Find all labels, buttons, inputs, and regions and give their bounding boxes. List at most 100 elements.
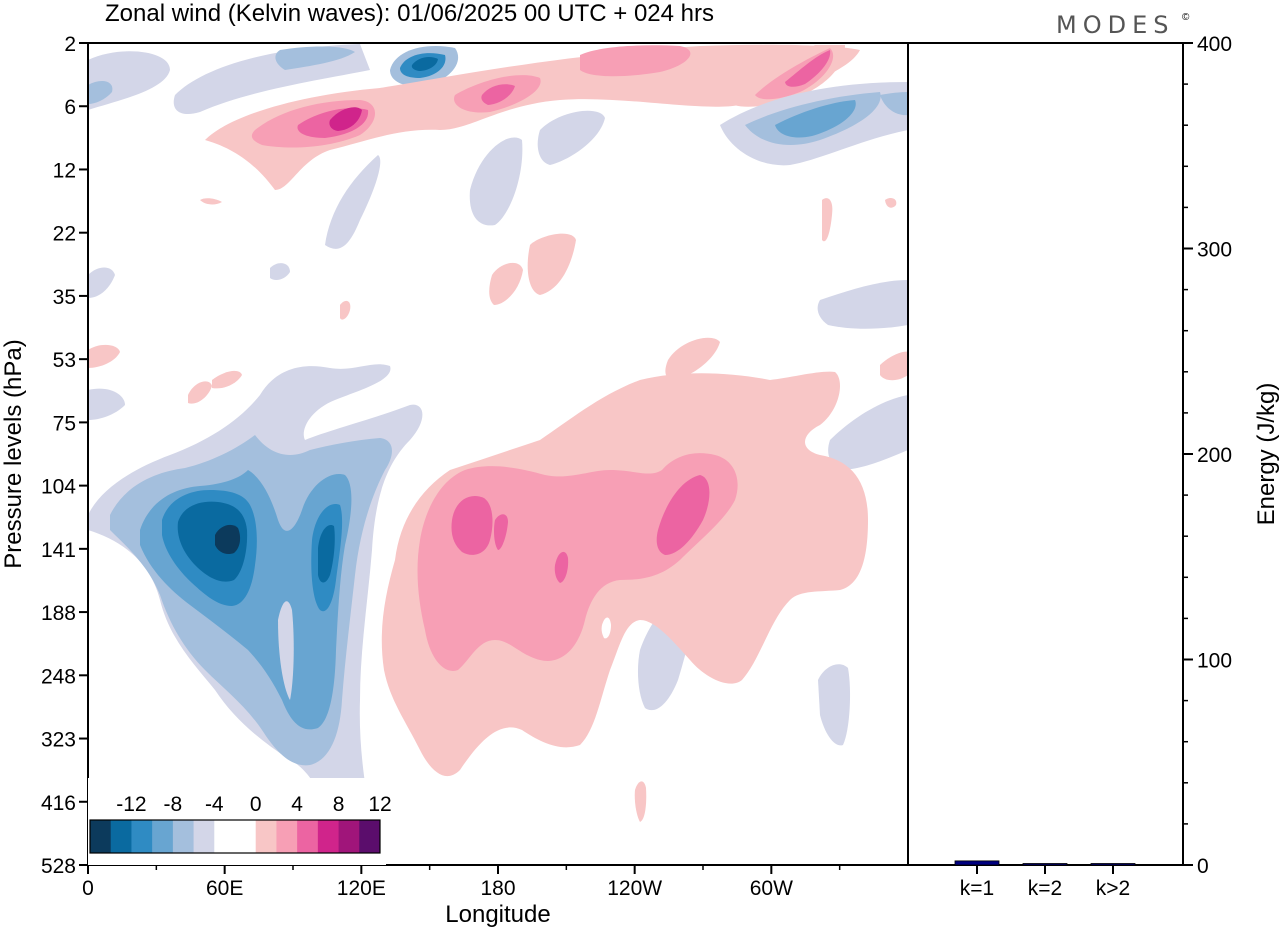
colorbar-label: -12 [116, 793, 146, 816]
bar-category-label: k=2 [1028, 877, 1062, 900]
energy-bar [1090, 863, 1136, 866]
bar-category-label: k>2 [1096, 877, 1130, 900]
logo-text: MODES [1056, 11, 1174, 39]
y-tick-label: 416 [41, 792, 76, 815]
energy-axis-label: Energy (J/kg) [1253, 383, 1280, 526]
energy-tick-label: 100 [1197, 650, 1232, 673]
upper-level-anomalies [88, 44, 908, 249]
neg-lower-blob2 [818, 664, 851, 746]
colorbar-swatch [172, 820, 195, 853]
x-tick-label: 60W [750, 877, 793, 900]
neg-level-6 [215, 524, 241, 555]
pos-level-3c [554, 551, 569, 583]
mid-positive-3 [822, 198, 833, 242]
colorbar-swatch [110, 820, 132, 853]
positive-region [200, 197, 897, 865]
colorbar-swatch [338, 820, 360, 853]
mid-negative-3 [270, 263, 290, 280]
longitude-axis: 0 60E 120E 180 120W 60W [82, 865, 841, 900]
colorbar-swatch [359, 820, 381, 853]
energy-bar [954, 860, 1000, 866]
upper-positive-core-inner [329, 107, 362, 131]
colorbar: -12 -8 -4 0 4 8 12 [88, 778, 392, 865]
mid-positive-2 [489, 262, 523, 305]
mid-positive-4 [665, 337, 720, 380]
energy-axis: 0 100 200 300 400 [1183, 33, 1232, 878]
x-tick-label: 0 [82, 877, 94, 900]
y-tick-label: 75 [53, 412, 76, 435]
pos-level-2 [417, 453, 738, 671]
logo-mark: © [1182, 12, 1190, 23]
mid-positive-5 [88, 344, 120, 368]
upper-negative-west-inner [88, 80, 113, 104]
negative-region [88, 364, 851, 865]
pressure-axis: 2 6 12 22 35 53 75 104 141 188 248 323 416 528 [41, 33, 88, 878]
y-tick-label: 53 [53, 349, 76, 372]
colorbar-frame [89, 819, 381, 854]
colorbar-swatch [152, 820, 174, 853]
upper-negative-east-core [775, 100, 856, 138]
y-tick-label: 35 [53, 286, 76, 309]
pos-upper-stray-1 [885, 197, 897, 208]
energy-bar [1022, 863, 1068, 866]
upper-positive-band-mid3 [580, 45, 691, 77]
colorbar-label: -4 [205, 793, 224, 816]
y-tick-label: 6 [64, 96, 76, 119]
colorbar-swatch [276, 820, 298, 853]
mid-positive-1 [527, 233, 576, 295]
y-tick-label: 104 [41, 476, 76, 499]
modes-logo: MODES © [1056, 11, 1190, 39]
mid-negative-1 [817, 280, 908, 329]
mid-negative-4 [828, 395, 908, 470]
upper-negative-core [411, 57, 438, 71]
y-tick-label: 2 [64, 33, 76, 56]
colorbar-label: 12 [368, 793, 391, 816]
energy-tick-label: 0 [1197, 855, 1209, 878]
negative-filament-1 [469, 137, 523, 226]
colorbar-swatch [131, 820, 153, 853]
colorbar-swatch [90, 820, 112, 853]
upper-positive-band [205, 44, 860, 190]
negative-filament-3 [325, 155, 381, 249]
bar-category-label: k=1 [960, 877, 994, 900]
colorbar-label: -8 [164, 793, 183, 816]
y-tick-label: 323 [41, 729, 76, 752]
colorbar-swatch [317, 820, 340, 853]
energy-tick-label: 300 [1197, 239, 1232, 262]
pos-level-3d [494, 514, 508, 550]
y-tick-label: 22 [53, 223, 76, 246]
y-tick-label: 141 [41, 539, 76, 562]
colorbar-swatch [193, 820, 215, 853]
x-tick-label: 120W [607, 877, 662, 900]
upper-negative-east-edge [880, 92, 908, 116]
neg-gap-white [278, 601, 294, 700]
negative-filament-2 [537, 110, 605, 165]
y-tick-label: 12 [53, 159, 76, 182]
upper-positive-core2 [481, 84, 515, 105]
colorbar-label: 4 [291, 793, 303, 816]
mid-positive-9 [880, 351, 908, 381]
energy-tick-label: 200 [1197, 444, 1232, 467]
upper-positive-east-core [785, 50, 831, 87]
neg-level-5 [177, 501, 248, 582]
mid-level-anomalies [88, 198, 908, 470]
pos-level-3 [451, 496, 493, 555]
colorbar-label: 8 [333, 793, 345, 816]
x-tick-label: 120E [337, 877, 386, 900]
neg-level-5b [318, 524, 335, 583]
energy-tick-label: 400 [1197, 33, 1232, 56]
mid-positive-8 [340, 300, 351, 320]
contour-field [88, 43, 908, 865]
y-tick-label: 528 [41, 855, 76, 878]
colorbar-swatch [235, 820, 257, 853]
pos-level-3b [656, 475, 710, 555]
pos-upper-stray-2 [200, 198, 222, 205]
mid-positive-7 [212, 370, 242, 389]
mid-negative-2 [88, 267, 115, 298]
mid-negative-5 [88, 388, 125, 420]
energy-bars: k=1 k=2 k>2 [954, 860, 1136, 900]
x-tick-label: 180 [480, 877, 515, 900]
x-tick-label: 60E [206, 877, 243, 900]
x-axis-label: Longitude [445, 901, 550, 928]
